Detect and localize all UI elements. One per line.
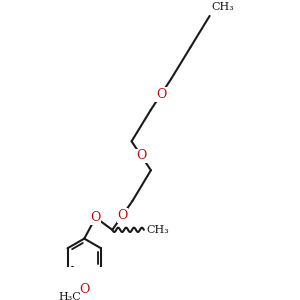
Text: CH₃: CH₃	[212, 2, 234, 13]
Text: O: O	[117, 209, 128, 222]
Text: H₃C: H₃C	[58, 292, 81, 300]
Text: CH₃: CH₃	[146, 225, 169, 235]
Text: O: O	[136, 149, 146, 162]
Text: O: O	[79, 283, 89, 296]
Text: O: O	[91, 211, 101, 224]
Text: O: O	[156, 88, 166, 101]
